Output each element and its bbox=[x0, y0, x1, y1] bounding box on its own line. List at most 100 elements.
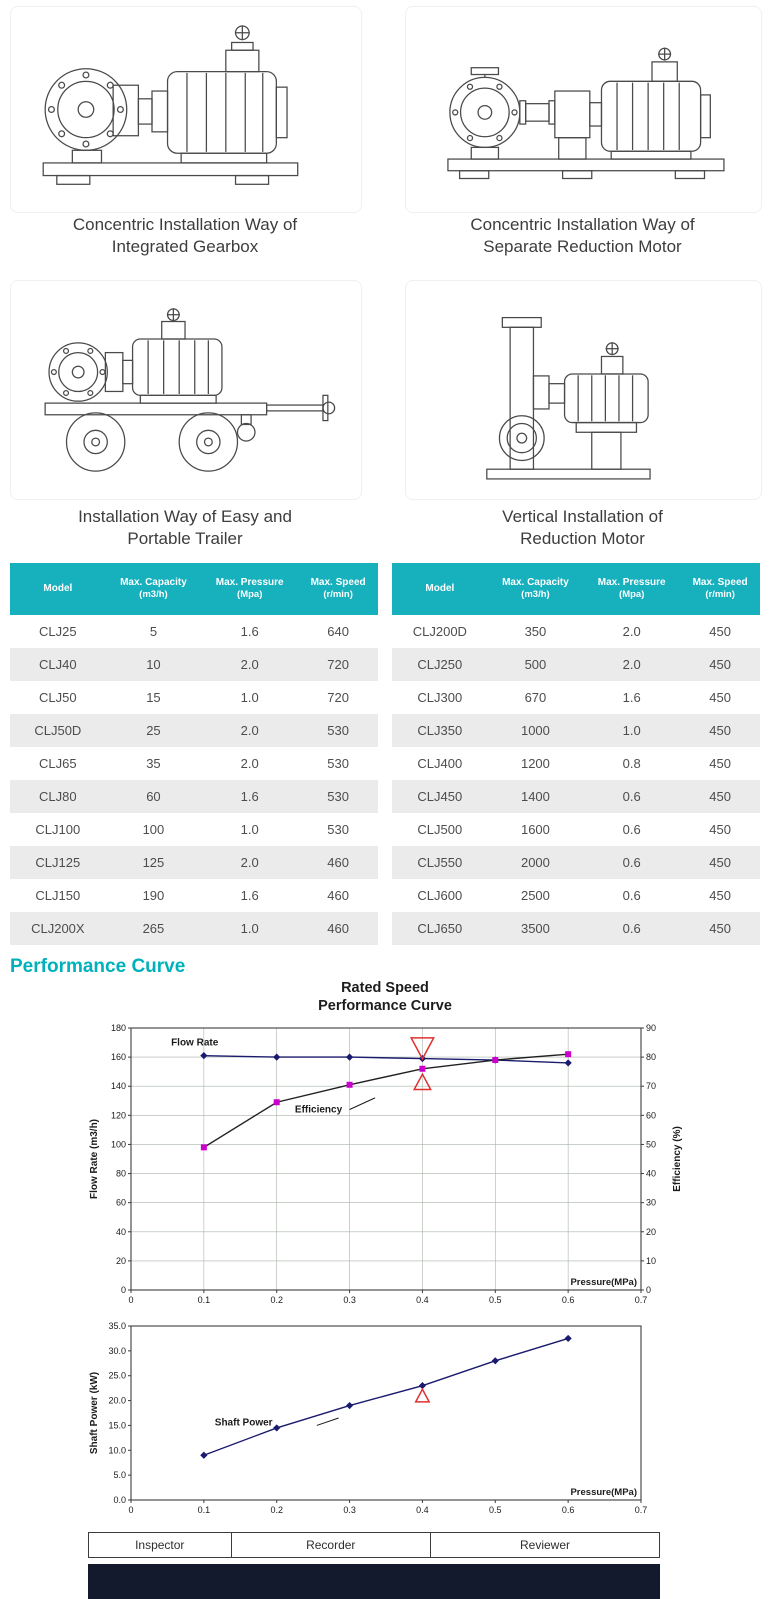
value-cell: 1.6 bbox=[240, 888, 259, 903]
value-cell: 450 bbox=[709, 690, 731, 705]
chart-title-line: Rated Speed bbox=[341, 980, 429, 996]
value-cell: 25 bbox=[146, 723, 161, 738]
value-cell: 1000 bbox=[520, 723, 550, 738]
svg-text:140: 140 bbox=[111, 1081, 126, 1091]
value-cell: 35 bbox=[146, 756, 161, 771]
value-cell: 640 bbox=[327, 624, 349, 639]
svg-text:0.5: 0.5 bbox=[489, 1505, 502, 1515]
table-row: CLJ300 670 1.6 450 bbox=[392, 681, 760, 714]
value-cell: 1.0 bbox=[240, 921, 259, 936]
model-cell: CLJ500 bbox=[417, 822, 463, 837]
value-cell: 2.0 bbox=[240, 723, 259, 738]
value-cell: 450 bbox=[709, 789, 731, 804]
table-row: CLJ40 10 2.0 720 bbox=[10, 648, 378, 681]
value-cell: 670 bbox=[524, 690, 547, 705]
svg-text:0.7: 0.7 bbox=[635, 1295, 648, 1305]
table-row: CLJ550 2000 0.6 450 bbox=[392, 846, 760, 879]
svg-text:25.0: 25.0 bbox=[108, 1371, 126, 1381]
svg-text:100: 100 bbox=[111, 1139, 126, 1149]
spec-table-left: Model Max. Capacity (m3/h) Max. Pressure (Mp… bbox=[10, 563, 378, 945]
svg-text:0.6: 0.6 bbox=[562, 1295, 575, 1305]
model-cell: CLJ150 bbox=[35, 888, 81, 903]
value-cell: 720 bbox=[327, 657, 349, 672]
value-cell: 2.0 bbox=[622, 624, 641, 639]
model-cell: CLJ50D bbox=[34, 723, 82, 738]
value-cell: 265 bbox=[142, 921, 165, 936]
value-cell: 0.6 bbox=[622, 888, 641, 903]
drawing-caption-integrated-gearbox: Concentric Installation Way of Integrate… bbox=[10, 214, 360, 258]
caption-line: Installation Way of Easy and bbox=[78, 507, 292, 526]
table-row: CLJ650 3500 0.6 450 bbox=[392, 912, 760, 945]
spec-tables: Model Max. Capacity (m3/h) Max. Pressure (Mp… bbox=[10, 563, 760, 945]
bottom-dark-bar bbox=[88, 1564, 660, 1599]
svg-text:0.0: 0.0 bbox=[113, 1495, 126, 1505]
svg-text:0.2: 0.2 bbox=[270, 1295, 283, 1305]
svg-text:Shaft Power (kW): Shaft Power (kW) bbox=[89, 1372, 100, 1454]
flow-rate-efficiency-chart: 0 0.1 0.2 0.3 0.4 0.5 0.6 0.7020406080100120140… bbox=[85, 1016, 685, 1318]
model-cell: CLJ65 bbox=[39, 756, 77, 771]
value-cell: 460 bbox=[327, 921, 349, 936]
caption-line: Portable Trailer bbox=[127, 529, 243, 548]
value-cell: 1.6 bbox=[622, 690, 641, 705]
model-cell: CLJ350 bbox=[417, 723, 463, 738]
svg-text:Shaft Power: Shaft Power bbox=[215, 1417, 273, 1428]
svg-text:0: 0 bbox=[646, 1285, 651, 1295]
value-cell: 10 bbox=[146, 657, 161, 672]
svg-text:0.1: 0.1 bbox=[198, 1505, 211, 1515]
svg-text:0: 0 bbox=[128, 1295, 133, 1305]
col-header-capacity: Max. Capacity (m3/h) bbox=[105, 563, 202, 615]
svg-text:180: 180 bbox=[111, 1023, 126, 1033]
table-header-row: Model Max. Capacity (m3/h) Max. Pressure (Mp… bbox=[392, 563, 760, 615]
model-cell: CLJ450 bbox=[417, 789, 463, 804]
chart-plot: 0 0.1 0.2 0.3 0.4 0.5 0.6 0.7 0.0 5.0 10.0 15.0 20.0… bbox=[89, 1321, 647, 1515]
value-cell: 1400 bbox=[520, 789, 550, 804]
model-cell: CLJ650 bbox=[417, 921, 463, 936]
value-cell: 100 bbox=[142, 822, 165, 837]
col-header-pressure: Max. Pressure (Mpa) bbox=[201, 563, 299, 615]
svg-text:0: 0 bbox=[121, 1285, 126, 1295]
value-cell: 450 bbox=[709, 822, 731, 837]
svg-text:35.0: 35.0 bbox=[108, 1321, 126, 1331]
table-header-row: Model Max. Capacity (m3/h) Max. Pressure (Mp… bbox=[10, 563, 378, 615]
svg-text:Flow Rate: Flow Rate bbox=[171, 1037, 219, 1048]
table-row: CLJ65 35 2.0 530 bbox=[10, 747, 378, 780]
value-cell: 530 bbox=[327, 723, 349, 738]
integrated-gearbox-pump-drawing bbox=[42, 25, 299, 185]
value-cell: 0.6 bbox=[622, 822, 641, 837]
svg-text:0: 0 bbox=[128, 1505, 133, 1515]
svg-text:5.0: 5.0 bbox=[113, 1470, 126, 1480]
svg-text:0.5: 0.5 bbox=[489, 1295, 502, 1305]
svg-text:40: 40 bbox=[646, 1169, 656, 1179]
col-header-pressure: Max. Pressure (Mpa) bbox=[583, 563, 681, 615]
svg-text:80: 80 bbox=[116, 1169, 126, 1179]
caption-line: Concentric Installation Way of bbox=[72, 215, 298, 234]
drawing-panel-integrated-gearbox bbox=[10, 6, 362, 213]
value-cell: 1.6 bbox=[240, 624, 259, 639]
value-cell: 460 bbox=[327, 888, 349, 903]
caption-line: Reduction Motor bbox=[520, 529, 645, 548]
caption-line: Integrated Gearbox bbox=[111, 237, 259, 256]
table-row: CLJ200X 265 1.0 460 bbox=[10, 912, 378, 945]
table-row: CLJ400 1200 0.8 450 bbox=[392, 747, 760, 780]
spec-table-right: Model Max. Capacity (m3/h) Max. Pressure (Mp… bbox=[392, 563, 760, 945]
value-cell: 1.6 bbox=[240, 789, 259, 804]
svg-text:0.4: 0.4 bbox=[416, 1505, 429, 1515]
value-cell: 2.0 bbox=[240, 756, 259, 771]
svg-text:Efficiency (%): Efficiency (%) bbox=[672, 1126, 683, 1192]
value-cell: 350 bbox=[524, 624, 547, 639]
value-cell: 460 bbox=[327, 855, 349, 870]
value-cell: 1.0 bbox=[622, 723, 641, 738]
svg-text:20: 20 bbox=[646, 1227, 656, 1237]
model-cell: CLJ80 bbox=[39, 789, 77, 804]
table-row: CLJ500 1600 0.6 450 bbox=[392, 813, 760, 846]
table-row: CLJ80 60 1.6 530 bbox=[10, 780, 378, 813]
model-cell: CLJ125 bbox=[35, 855, 81, 870]
model-cell: CLJ40 bbox=[39, 657, 77, 672]
value-cell: 450 bbox=[709, 723, 731, 738]
value-cell: 2.0 bbox=[622, 657, 641, 672]
value-cell: 1200 bbox=[520, 756, 550, 771]
drawing-caption-portable-trailer: Installation Way of Easy and Portable Tr… bbox=[10, 506, 360, 550]
svg-text:15.0: 15.0 bbox=[108, 1420, 126, 1430]
value-cell: 450 bbox=[709, 657, 731, 672]
